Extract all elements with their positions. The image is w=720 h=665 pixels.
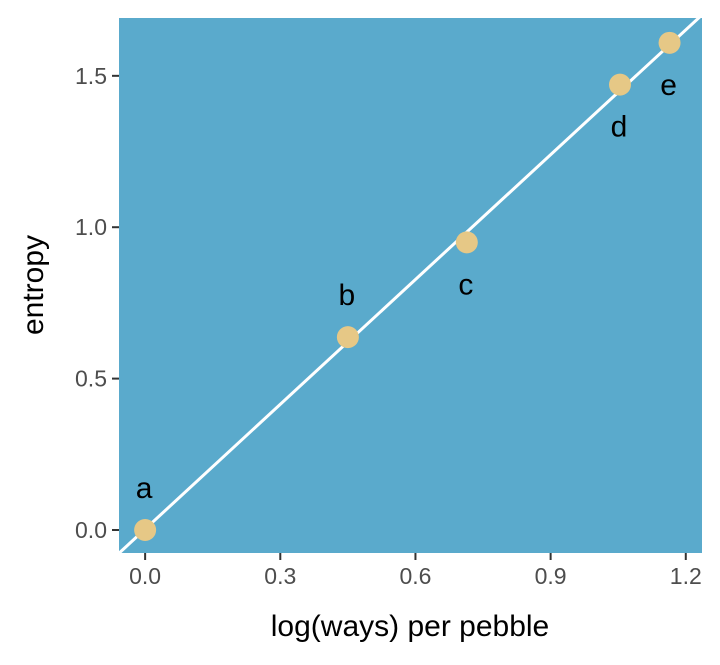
point-label-d: d [611, 111, 628, 144]
x-tick-label: 0.0 [129, 563, 161, 589]
fit-line [119, 18, 701, 553]
point-label-b: b [339, 279, 356, 312]
y-axis-label: entropy [17, 235, 50, 335]
y-tick-label: 0.0 [75, 517, 107, 543]
x-axis-label: log(ways) per pebble [271, 610, 549, 643]
data-point-a [134, 518, 157, 541]
data-point-c [455, 231, 478, 254]
x-tick-label: 0.6 [399, 563, 431, 589]
y-tick-label: 1.5 [75, 63, 107, 89]
point-label-e: e [660, 69, 677, 102]
y-tick-label: 0.5 [75, 366, 107, 392]
point-label-a: a [136, 472, 153, 505]
x-tick-label: 0.3 [264, 563, 296, 589]
y-tick-label: 1.0 [75, 214, 107, 240]
x-tick-label: 0.9 [535, 563, 567, 589]
data-point-d [609, 73, 632, 96]
data-point-e [658, 31, 681, 54]
data-point-b [336, 326, 359, 349]
point-label-c: c [458, 268, 473, 301]
x-tick-label: 1.2 [670, 563, 702, 589]
